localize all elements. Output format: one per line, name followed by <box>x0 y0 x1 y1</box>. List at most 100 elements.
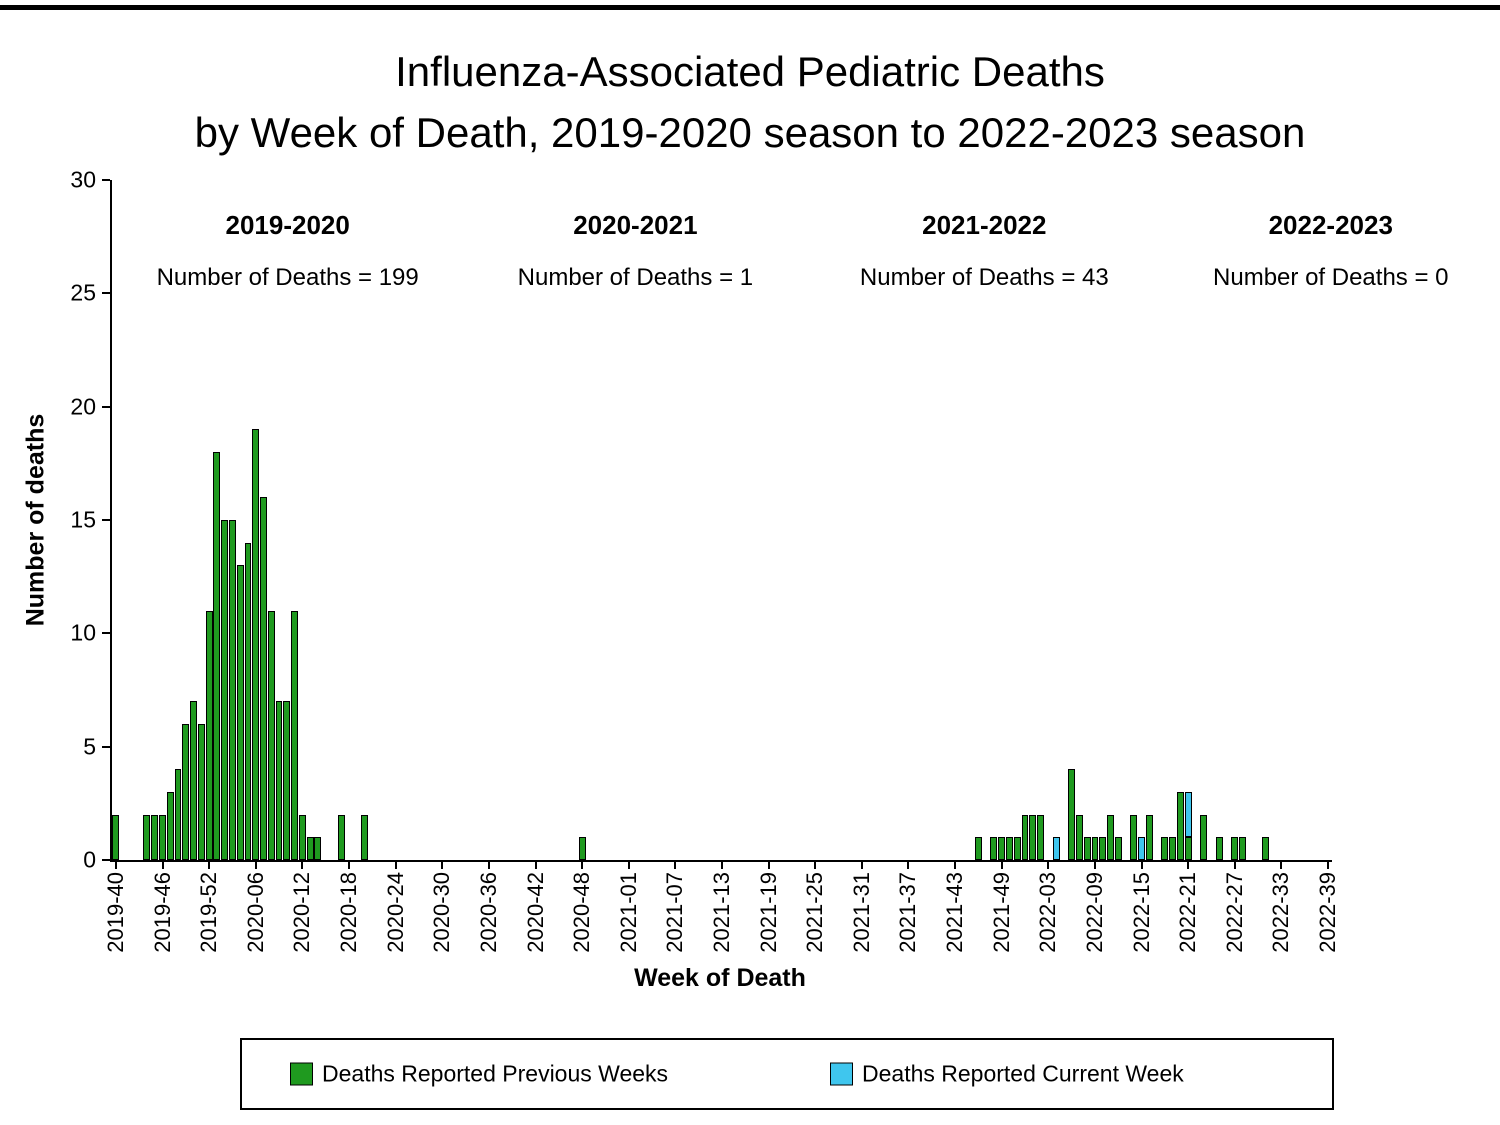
bar-2020-07-previous <box>260 497 267 860</box>
x-tick <box>721 862 723 869</box>
x-tick <box>581 862 584 869</box>
y-tick-label: 30 <box>70 166 96 193</box>
bar-2021-50-previous <box>1006 837 1013 860</box>
x-tick <box>1280 862 1283 869</box>
x-tick <box>1000 862 1003 869</box>
bar-2022-09-previous <box>1091 837 1099 860</box>
bar-2022-27-previous <box>1231 837 1239 860</box>
bar-2020-48-previous <box>578 837 586 860</box>
bar-2019-47-previous <box>166 792 174 860</box>
y-tick <box>102 519 110 521</box>
current-week-swatch <box>830 1062 853 1086</box>
x-tick <box>348 862 350 869</box>
x-tick <box>1233 862 1236 869</box>
season-death-count: Number of Deaths = 43 <box>859 264 1109 291</box>
y-tick <box>102 179 110 181</box>
bar-2022-15-current <box>1138 837 1145 860</box>
bar-2022-25-previous <box>1215 837 1223 860</box>
bar-2022-19-previous <box>1169 837 1177 860</box>
bar-2020-03-previous <box>228 520 236 860</box>
x-tick-label: 2020-24 <box>382 872 408 953</box>
x-tick <box>487 862 490 869</box>
x-tick-label: 2020-12 <box>289 872 315 953</box>
x-tick <box>1093 862 1096 869</box>
season-death-count: Number of Deaths = 199 <box>156 264 419 291</box>
x-tick-label: 2021-49 <box>988 872 1014 953</box>
x-tick <box>534 862 537 869</box>
x-tick <box>767 862 770 869</box>
legend-entry-current: Deaths Reported Current Week <box>830 1061 1184 1088</box>
plot-area: 2019-2020 Number of Deaths = 199 2020-20… <box>70 167 1448 953</box>
bar-2019-51-previous <box>197 724 205 860</box>
season-name: 2021-2022 <box>922 210 1047 240</box>
bar-2022-14-previous <box>1130 814 1138 860</box>
legend-entry-previous: Deaths Reported Previous Weeks <box>290 1061 668 1088</box>
legend: Deaths Reported Previous Weeks Deaths Re… <box>240 1038 1334 1110</box>
bar-2019-40-previous <box>112 814 120 860</box>
bar-2022-18-previous <box>1161 837 1169 860</box>
x-tick-label: 2022-09 <box>1081 872 1107 953</box>
x-tick-label: 2021-19 <box>755 872 781 953</box>
bar-2020-06-previous <box>252 429 260 860</box>
x-axis-title: Week of Death <box>634 964 806 992</box>
bar-2020-17-previous <box>337 814 345 860</box>
y-tick-label: 20 <box>70 393 96 420</box>
x-tick <box>301 862 304 869</box>
bar-2022-08-previous <box>1083 837 1091 860</box>
legend-label-previous: Deaths Reported Previous Weeks <box>322 1060 669 1087</box>
bar-2020-08-previous <box>267 610 275 860</box>
bar-2022-20-previous <box>1176 792 1184 860</box>
bar-2021-52-previous <box>1021 814 1029 860</box>
x-tick-label: 2021-13 <box>709 872 734 953</box>
bar-2021-49-previous <box>998 837 1006 860</box>
x-tick <box>1187 862 1190 869</box>
bar-2020-12-previous <box>298 814 306 860</box>
x-tick-label: 2019-46 <box>149 872 175 953</box>
x-tick-label: 2021-25 <box>802 872 828 953</box>
x-tick <box>954 862 957 869</box>
x-tick-label: 2020-42 <box>522 872 548 953</box>
bar-2020-20-previous <box>361 814 368 860</box>
x-tick-label: 2022-33 <box>1268 872 1294 953</box>
y-tick-label: 15 <box>70 506 96 533</box>
x-tick <box>208 862 211 869</box>
x-tick-label: 2022-39 <box>1315 872 1341 953</box>
x-tick-label: 2019-40 <box>102 872 128 953</box>
bar-2020-04-previous <box>236 565 244 860</box>
x-tick-label: 2020-06 <box>242 872 268 953</box>
x-tick-label: 2021-37 <box>895 872 921 953</box>
bar-2020-01-previous <box>213 452 221 860</box>
bar-2020-11-previous <box>291 610 298 860</box>
top-border <box>0 5 1500 10</box>
x-tick <box>627 862 630 869</box>
bar-2022-23-previous <box>1200 814 1208 860</box>
y-tick <box>102 292 110 295</box>
bar-2022-31-previous <box>1262 837 1270 860</box>
x-tick <box>674 862 677 869</box>
bar-2019-52-previous <box>205 610 213 860</box>
x-tick <box>1327 862 1330 869</box>
x-tick <box>161 862 164 869</box>
x-tick <box>814 862 817 869</box>
bar-2019-50-previous <box>190 701 197 860</box>
y-tick-label: 25 <box>70 279 96 306</box>
y-tick <box>102 632 110 635</box>
bar-2022-21-current <box>1184 792 1192 838</box>
y-tick-label: 0 <box>83 846 96 873</box>
x-tick <box>441 862 444 869</box>
x-tick-label: 2022-03 <box>1035 872 1061 953</box>
x-tick-label: 2022-15 <box>1128 872 1154 953</box>
x-tick <box>254 862 257 869</box>
y-tick <box>102 859 110 861</box>
x-tick <box>1140 862 1143 869</box>
bar-2022-04-current <box>1052 837 1060 860</box>
season-name: 2019-2020 <box>225 210 350 240</box>
x-tick-label: 2021-43 <box>942 872 968 953</box>
bar-2022-10-previous <box>1099 837 1107 860</box>
x-tick-label: 2020-30 <box>429 872 455 953</box>
bar-2021-48-previous <box>990 837 998 860</box>
bar-2021-46-previous <box>974 837 982 860</box>
chart-title: Influenza-Associated Pediatric Deaths by… <box>0 42 1500 164</box>
bar-2022-06-previous <box>1068 769 1076 860</box>
x-tick <box>907 862 910 869</box>
